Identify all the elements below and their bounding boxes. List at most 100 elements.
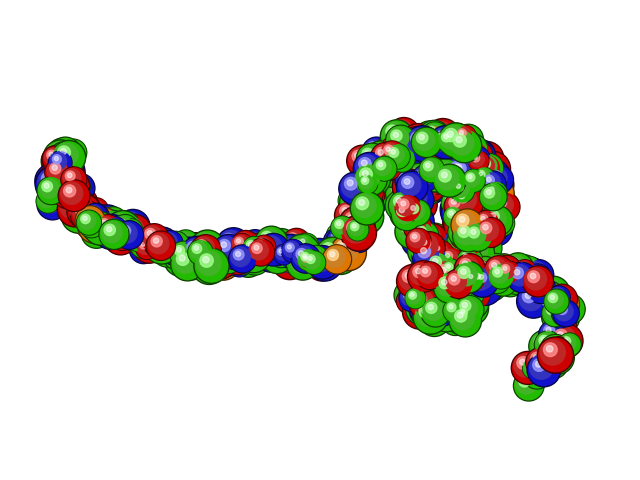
Circle shape <box>257 241 274 258</box>
Circle shape <box>77 203 102 228</box>
Circle shape <box>458 249 482 273</box>
Circle shape <box>435 241 443 249</box>
Circle shape <box>467 293 481 307</box>
Circle shape <box>469 218 484 233</box>
Circle shape <box>461 173 467 179</box>
Circle shape <box>90 217 102 230</box>
Circle shape <box>79 210 111 242</box>
Circle shape <box>179 245 197 264</box>
Circle shape <box>325 243 352 270</box>
Circle shape <box>250 245 273 267</box>
Circle shape <box>517 264 526 272</box>
Circle shape <box>498 269 518 290</box>
Circle shape <box>467 148 483 165</box>
Circle shape <box>531 275 546 289</box>
Circle shape <box>50 150 63 164</box>
Circle shape <box>444 135 457 149</box>
Circle shape <box>528 271 540 283</box>
Circle shape <box>421 271 428 277</box>
Circle shape <box>95 216 127 248</box>
Circle shape <box>451 209 483 241</box>
Circle shape <box>445 136 450 141</box>
Circle shape <box>134 240 145 251</box>
Circle shape <box>479 153 506 180</box>
Circle shape <box>527 281 548 301</box>
Circle shape <box>287 249 318 279</box>
Circle shape <box>473 163 502 192</box>
Circle shape <box>433 139 445 150</box>
Circle shape <box>480 178 486 183</box>
Circle shape <box>193 244 215 266</box>
Circle shape <box>258 228 280 251</box>
Circle shape <box>436 141 441 147</box>
Circle shape <box>447 132 454 139</box>
Circle shape <box>40 193 49 202</box>
Circle shape <box>470 152 484 167</box>
Circle shape <box>97 216 118 238</box>
Circle shape <box>397 171 413 188</box>
Circle shape <box>127 228 149 251</box>
Circle shape <box>436 167 459 190</box>
Circle shape <box>502 268 508 274</box>
Circle shape <box>468 264 490 286</box>
Circle shape <box>408 219 418 230</box>
Circle shape <box>52 139 81 168</box>
Circle shape <box>476 222 503 250</box>
Circle shape <box>433 167 438 172</box>
Circle shape <box>267 242 286 262</box>
Circle shape <box>48 177 70 198</box>
Circle shape <box>466 178 475 188</box>
Circle shape <box>458 165 472 178</box>
Circle shape <box>536 276 570 311</box>
Circle shape <box>42 146 68 172</box>
Circle shape <box>471 188 506 222</box>
Circle shape <box>425 233 429 238</box>
Circle shape <box>350 211 371 231</box>
Circle shape <box>49 169 77 198</box>
Circle shape <box>459 216 465 222</box>
Circle shape <box>54 182 80 208</box>
Circle shape <box>257 228 286 257</box>
Circle shape <box>539 285 553 299</box>
Circle shape <box>442 260 461 279</box>
Circle shape <box>472 283 486 297</box>
Circle shape <box>407 276 432 301</box>
Circle shape <box>330 235 335 240</box>
Circle shape <box>300 253 314 267</box>
Circle shape <box>394 202 415 224</box>
Circle shape <box>548 293 557 302</box>
Circle shape <box>453 234 468 248</box>
Circle shape <box>556 318 563 325</box>
Circle shape <box>388 141 394 147</box>
Circle shape <box>364 187 373 196</box>
Circle shape <box>403 268 436 301</box>
Circle shape <box>433 129 453 149</box>
Circle shape <box>58 155 78 175</box>
Circle shape <box>413 284 428 298</box>
Circle shape <box>410 273 429 293</box>
Circle shape <box>381 143 399 160</box>
Circle shape <box>81 212 110 241</box>
Circle shape <box>452 262 477 287</box>
Circle shape <box>460 289 482 311</box>
Circle shape <box>454 235 487 268</box>
Circle shape <box>387 126 414 154</box>
Circle shape <box>54 147 66 159</box>
Circle shape <box>228 249 240 261</box>
Circle shape <box>390 120 413 142</box>
Circle shape <box>460 138 490 168</box>
Circle shape <box>484 277 494 286</box>
Circle shape <box>541 351 568 378</box>
Circle shape <box>287 244 310 267</box>
Circle shape <box>426 263 434 271</box>
Circle shape <box>470 275 487 291</box>
Circle shape <box>52 144 77 169</box>
Circle shape <box>411 298 423 311</box>
Circle shape <box>447 238 456 247</box>
Circle shape <box>336 241 340 246</box>
Circle shape <box>531 282 564 314</box>
Circle shape <box>208 243 240 276</box>
Circle shape <box>475 151 511 187</box>
Circle shape <box>328 224 349 246</box>
Circle shape <box>441 272 456 287</box>
